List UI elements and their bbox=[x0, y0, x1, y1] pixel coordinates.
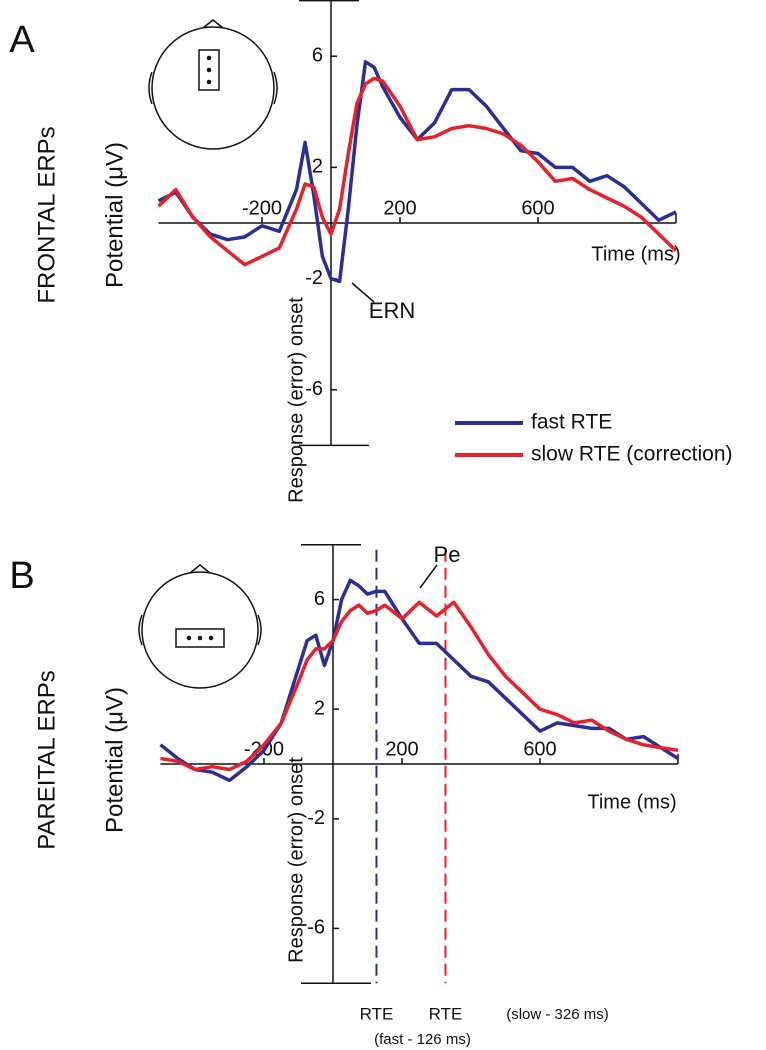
x-tick-label: 200 bbox=[383, 197, 416, 219]
panel-title: FRONTAL ERPs bbox=[33, 126, 60, 303]
rt-marker-label: RTE bbox=[360, 1004, 394, 1023]
rt-marker-note: (slow - 326 ms) bbox=[506, 1006, 609, 1023]
panel-letter: A bbox=[9, 19, 35, 61]
panel-title: PAREITAL ERPs bbox=[33, 670, 60, 850]
y-tick-label: 6 bbox=[314, 588, 325, 610]
y-tick-label: 2 bbox=[312, 156, 323, 178]
head-icon-a bbox=[148, 19, 278, 150]
y-tick-label: 2 bbox=[314, 697, 325, 719]
x-tick-label: 200 bbox=[385, 738, 418, 760]
x-axis-label: Time (ms) bbox=[591, 243, 680, 265]
onset-label: Response (error) onset bbox=[285, 757, 307, 963]
rt-marker-label: RTE bbox=[429, 1004, 463, 1023]
y-tick-label: -6 bbox=[307, 917, 325, 939]
annotation: Pe bbox=[434, 542, 461, 567]
y-axis-label: Potential (μV) bbox=[101, 687, 128, 833]
legend-label: fast RTE bbox=[531, 411, 612, 434]
series-line bbox=[157, 76, 678, 267]
legend-label: slow RTE (correction) bbox=[531, 443, 733, 466]
y-tick-label: -2 bbox=[305, 267, 323, 289]
x-tick-label: 600 bbox=[521, 197, 554, 219]
y-axis-label: Potential (μV) bbox=[101, 142, 128, 288]
series-line bbox=[160, 600, 679, 772]
panel-letter: B bbox=[9, 555, 34, 597]
onset-label: Response (error) onset bbox=[285, 297, 307, 503]
y-tick-label: 6 bbox=[312, 44, 323, 66]
x-tick-label: -200 bbox=[242, 197, 282, 219]
x-tick-label: 600 bbox=[523, 738, 556, 760]
series-line bbox=[159, 578, 679, 783]
series-line bbox=[157, 60, 677, 284]
y-tick-label: -2 bbox=[307, 807, 325, 829]
y-tick-label: -6 bbox=[305, 378, 323, 400]
x-axis-label: Time (ms) bbox=[587, 791, 676, 813]
annotation-pointer bbox=[419, 564, 438, 589]
rt-marker-note: (fast - 126 ms) bbox=[374, 1031, 471, 1048]
head-icon-b bbox=[138, 564, 262, 689]
annotation-pointer bbox=[351, 282, 375, 303]
annotation: ERN bbox=[369, 298, 415, 323]
